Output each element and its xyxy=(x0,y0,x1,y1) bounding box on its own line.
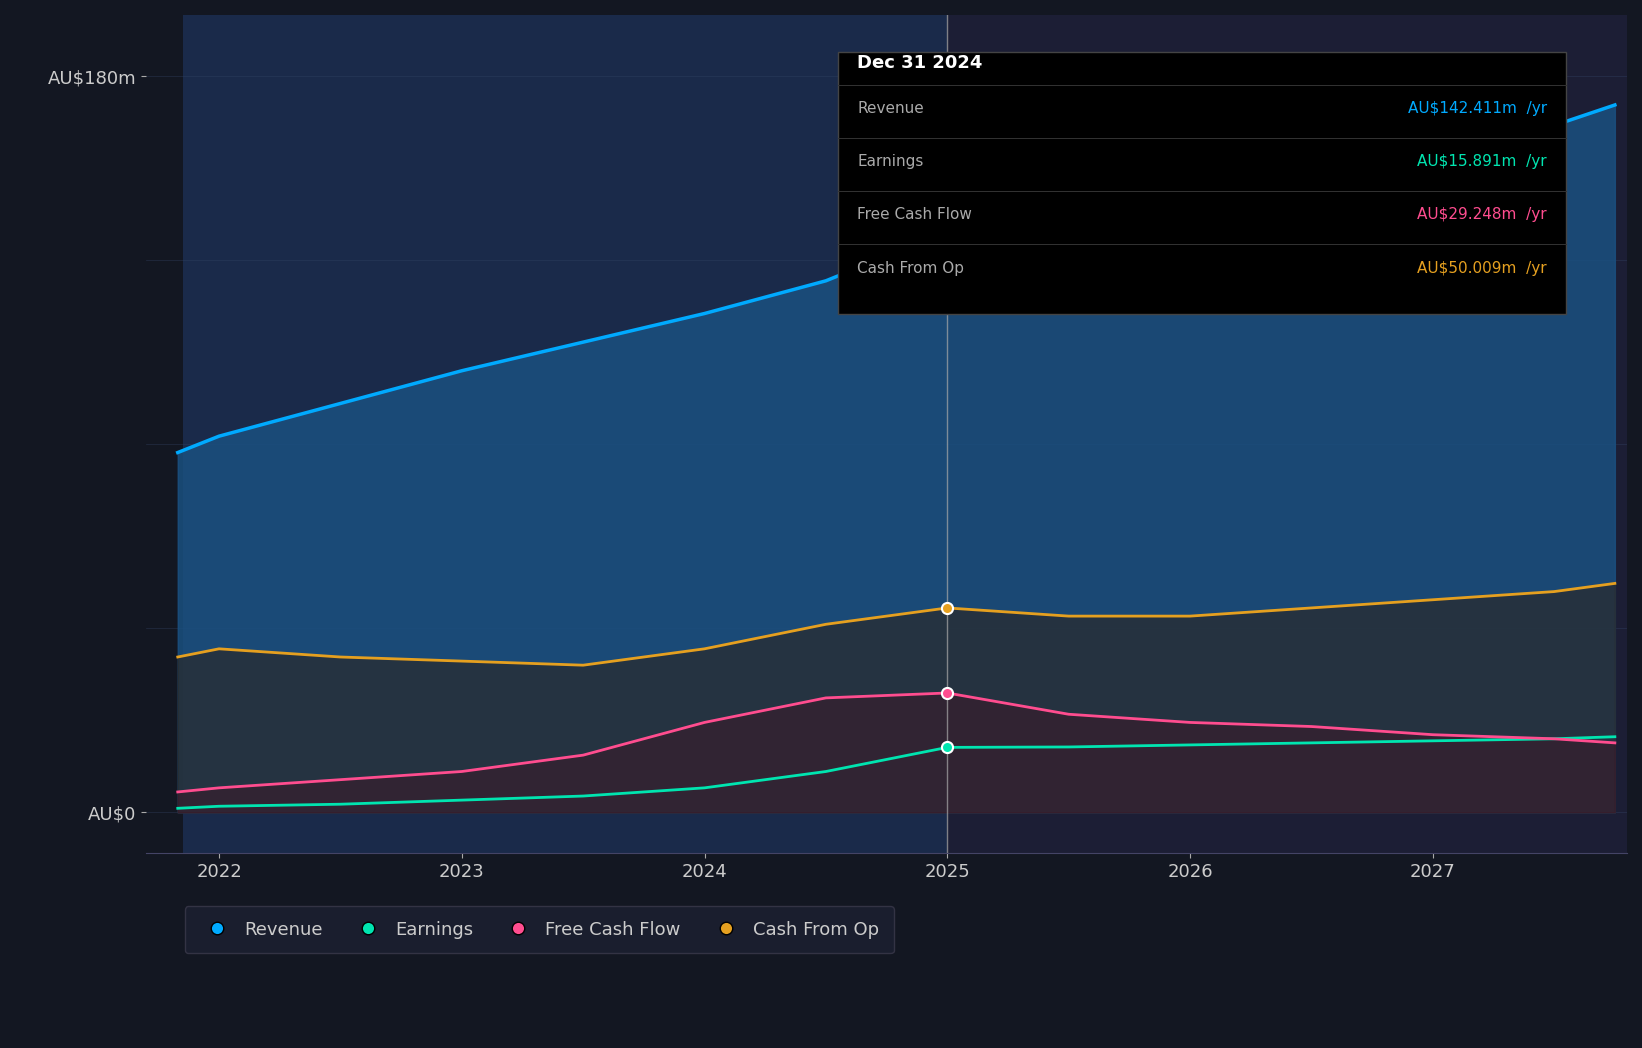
Text: Dec 31 2024: Dec 31 2024 xyxy=(857,54,984,72)
Text: AU$29.248m  /yr: AU$29.248m /yr xyxy=(1417,208,1547,222)
Bar xyxy=(146,15,182,853)
Text: Analysts Forecasts: Analysts Forecasts xyxy=(972,93,1126,112)
Text: Past: Past xyxy=(895,93,936,112)
Bar xyxy=(947,15,1627,853)
Text: Revenue: Revenue xyxy=(857,102,924,116)
Text: Free Cash Flow: Free Cash Flow xyxy=(857,208,972,222)
Legend: Revenue, Earnings, Free Cash Flow, Cash From Op: Revenue, Earnings, Free Cash Flow, Cash … xyxy=(186,907,893,954)
Text: AU$50.009m  /yr: AU$50.009m /yr xyxy=(1417,261,1547,276)
Bar xyxy=(182,15,947,853)
Text: Earnings: Earnings xyxy=(857,154,924,170)
Text: AU$142.411m  /yr: AU$142.411m /yr xyxy=(1407,102,1547,116)
Text: Cash From Op: Cash From Op xyxy=(857,261,964,276)
FancyBboxPatch shape xyxy=(837,51,1566,313)
Text: AU$15.891m  /yr: AU$15.891m /yr xyxy=(1417,154,1547,170)
